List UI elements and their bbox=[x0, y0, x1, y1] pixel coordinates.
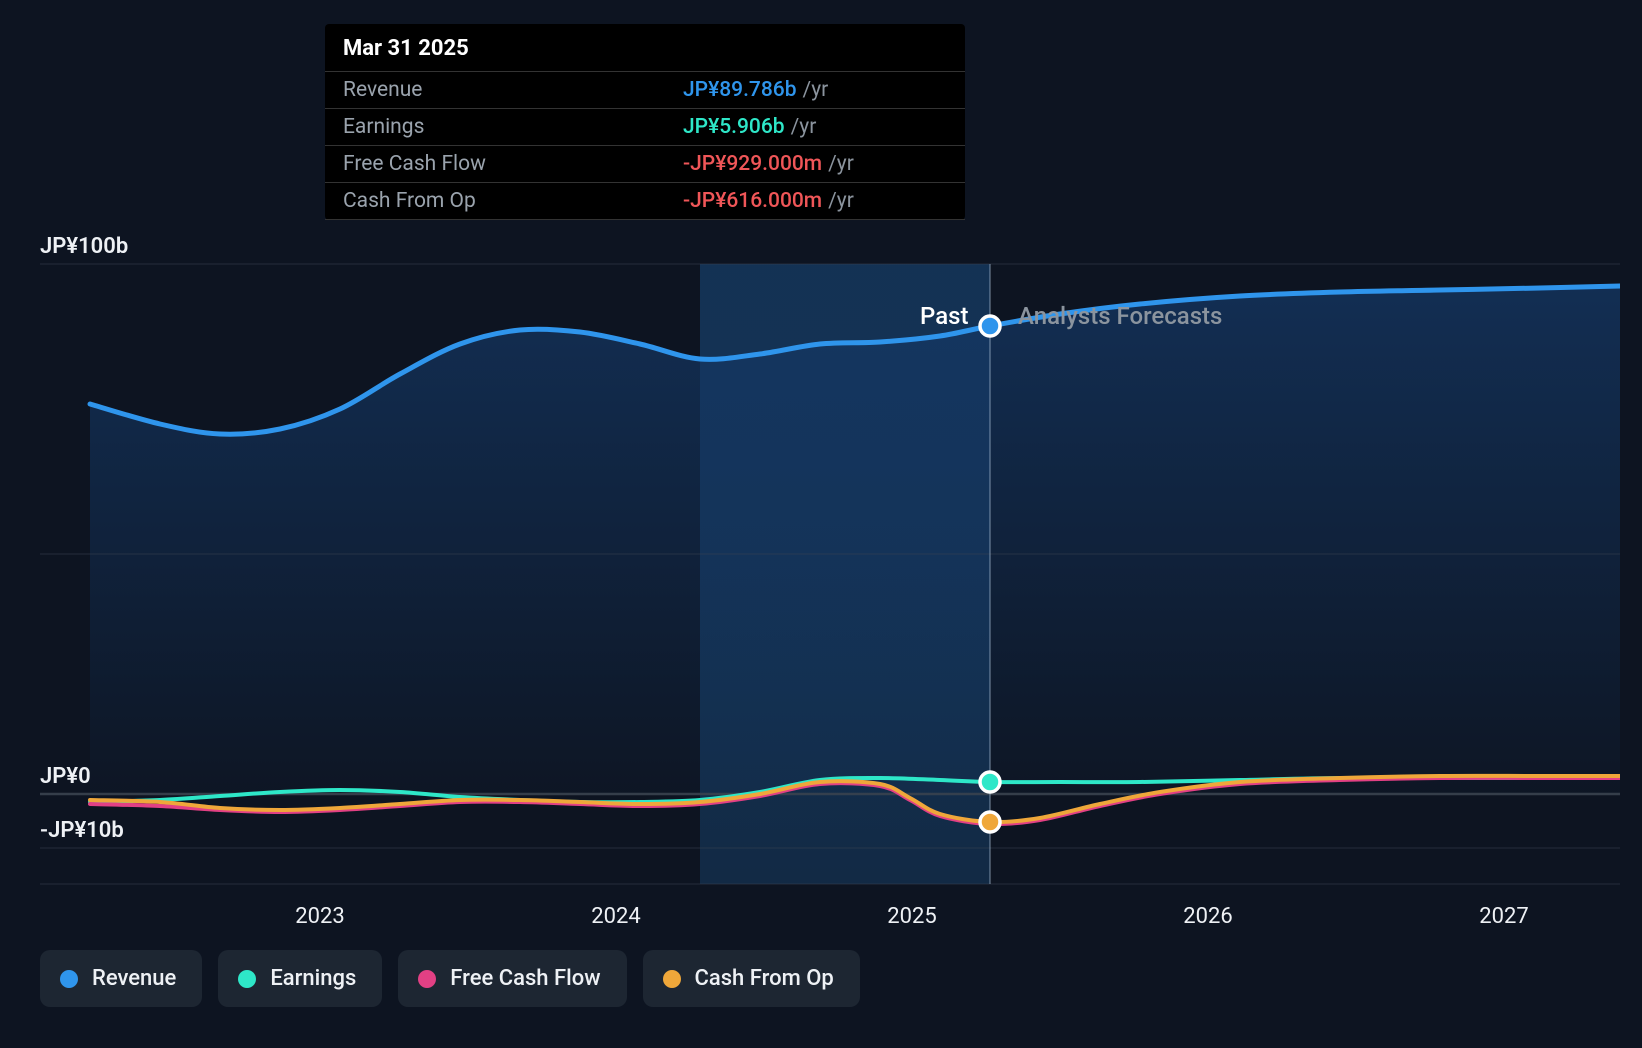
marker-revenue bbox=[980, 316, 1000, 336]
tooltip-row-label: Free Cash Flow bbox=[343, 152, 683, 176]
x-axis-label: 2023 bbox=[295, 904, 344, 929]
tooltip-date: Mar 31 2025 bbox=[325, 36, 965, 71]
legend-label: Cash From Op bbox=[695, 966, 834, 991]
tooltip-row-value: -JP¥929.000m bbox=[683, 152, 822, 176]
legend-dot-icon bbox=[418, 970, 436, 988]
legend-dot-icon bbox=[663, 970, 681, 988]
y-axis-label: -JP¥10b bbox=[40, 818, 124, 843]
legend-label: Revenue bbox=[92, 966, 176, 991]
tooltip-row-value: -JP¥616.000m bbox=[683, 189, 822, 213]
tooltip-row-value: JP¥5.906b bbox=[683, 115, 785, 139]
chart-legend: Revenue Earnings Free Cash Flow Cash From O… bbox=[40, 950, 860, 1007]
tooltip-row-label: Revenue bbox=[343, 78, 683, 102]
y-axis-label: JP¥100b bbox=[40, 234, 128, 259]
tooltip-row-value: JP¥89.786b bbox=[683, 78, 797, 102]
forecast-label: Analysts Forecasts bbox=[1018, 302, 1222, 330]
tooltip-row-unit: /yr bbox=[828, 152, 854, 176]
tooltip-row: Free Cash Flow-JP¥929.000m/yr bbox=[325, 145, 965, 182]
y-axis-label: JP¥0 bbox=[40, 764, 91, 789]
legend-dot-icon bbox=[238, 970, 256, 988]
tooltip-row: EarningsJP¥5.906b/yr bbox=[325, 108, 965, 145]
tooltip-row-unit: /yr bbox=[828, 189, 854, 213]
past-label: Past bbox=[920, 302, 968, 330]
tooltip-row: Cash From Op-JP¥616.000m/yr bbox=[325, 182, 965, 220]
marker-cfo bbox=[980, 812, 1000, 832]
x-axis-label: 2024 bbox=[591, 904, 640, 929]
tooltip-row-unit: /yr bbox=[791, 115, 817, 139]
legend-label: Earnings bbox=[270, 966, 356, 991]
legend-label: Free Cash Flow bbox=[450, 966, 600, 991]
legend-dot-icon bbox=[60, 970, 78, 988]
tooltip-row: RevenueJP¥89.786b/yr bbox=[325, 71, 965, 108]
x-axis-label: 2025 bbox=[887, 904, 936, 929]
tooltip-row-label: Cash From Op bbox=[343, 189, 683, 213]
x-axis-label: 2027 bbox=[1479, 904, 1528, 929]
marker-earnings bbox=[980, 772, 1000, 792]
chart-tooltip: Mar 31 2025 RevenueJP¥89.786b/yrEarnings… bbox=[325, 24, 965, 220]
tooltip-row-unit: /yr bbox=[803, 78, 829, 102]
legend-item-cash-from-op[interactable]: Cash From Op bbox=[643, 950, 860, 1007]
x-axis-label: 2026 bbox=[1183, 904, 1232, 929]
legend-item-free-cash-flow[interactable]: Free Cash Flow bbox=[398, 950, 626, 1007]
tooltip-row-label: Earnings bbox=[343, 115, 683, 139]
legend-item-revenue[interactable]: Revenue bbox=[40, 950, 202, 1007]
legend-item-earnings[interactable]: Earnings bbox=[218, 950, 382, 1007]
